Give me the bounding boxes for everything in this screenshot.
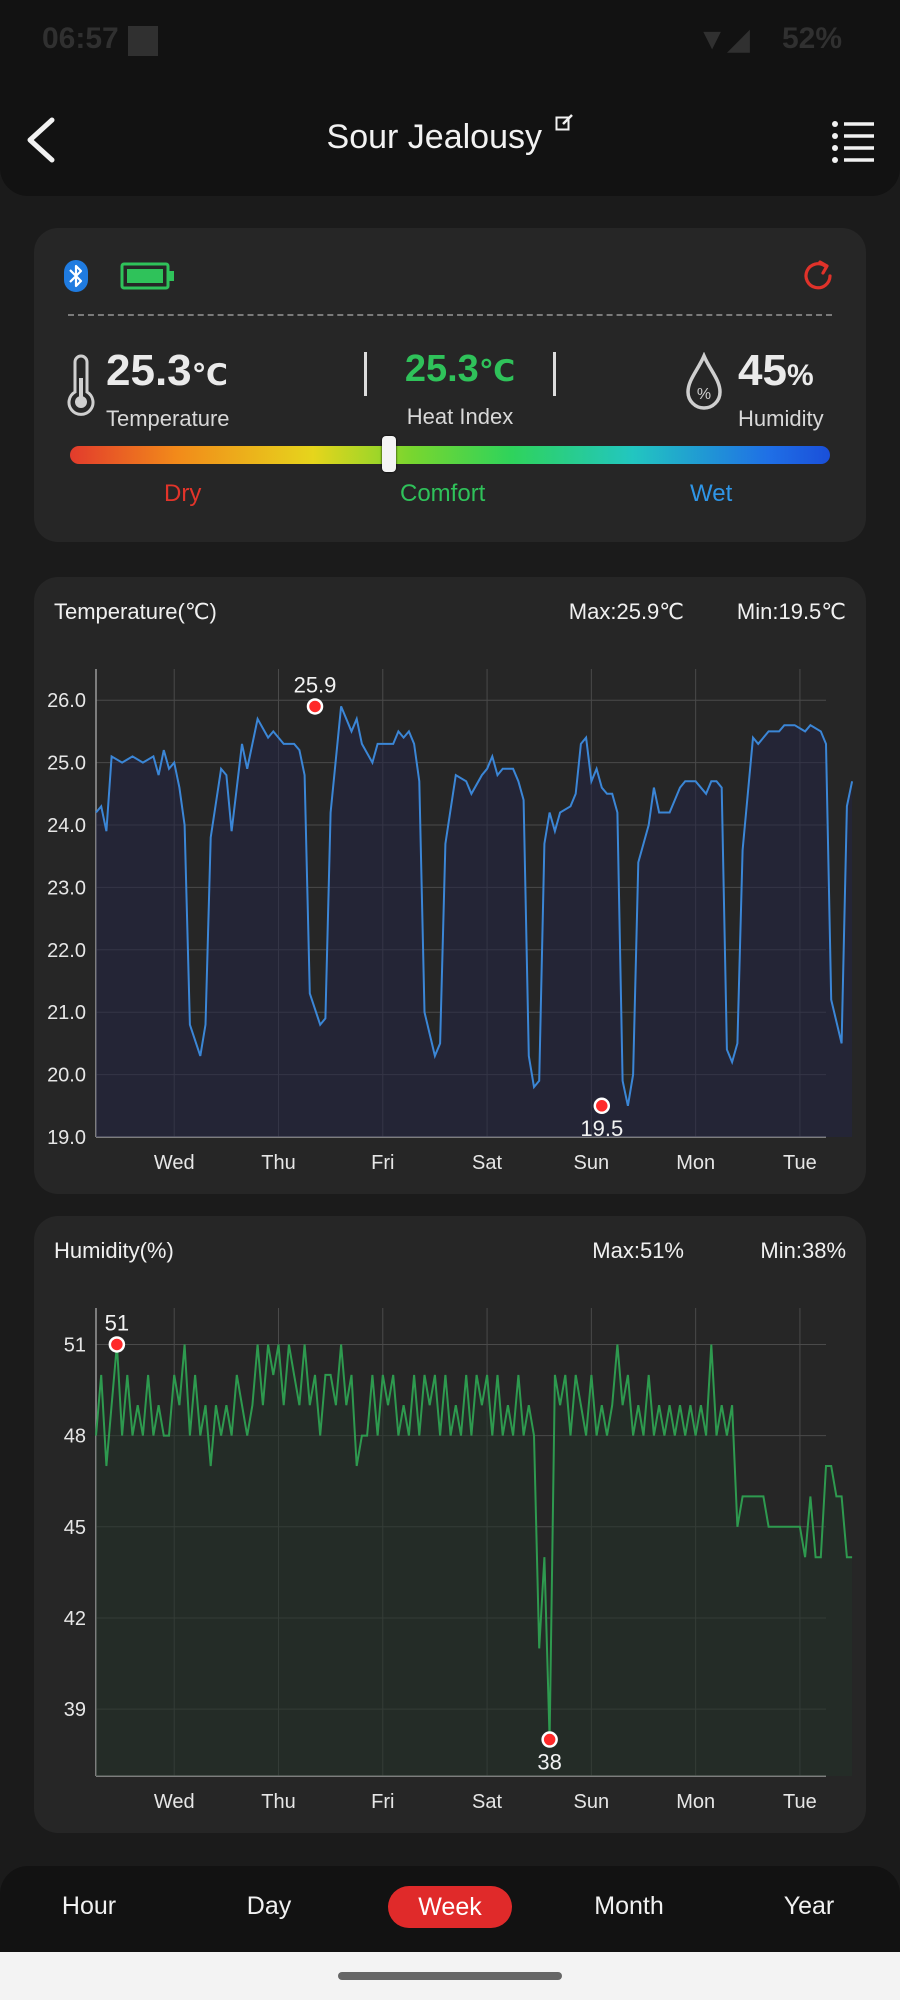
page-title: Sour Jealousy	[326, 118, 542, 156]
min-marker	[541, 1731, 558, 1748]
min-marker-label: 19.5	[580, 1116, 623, 1141]
series-area	[96, 706, 853, 1137]
thermometer-icon	[67, 354, 95, 416]
heat-index-label: Heat Index	[406, 404, 514, 429]
tab-year[interactable]: Year	[783, 1892, 835, 1920]
y-tick-label: 20.0	[47, 1065, 86, 1087]
x-tick-label: Sun	[574, 1791, 610, 1813]
x-tick-label: Wed	[154, 1791, 195, 1813]
home-gesture-pill[interactable]	[338, 1972, 562, 1980]
x-tick-label: Fri	[371, 1791, 394, 1813]
divider	[68, 314, 832, 316]
temperature-min-label: Min:19.5℃	[736, 599, 846, 624]
comfort-indicator	[382, 436, 397, 472]
humidity-drop-icon: %	[686, 352, 722, 410]
x-tick-label: Mon	[676, 1152, 715, 1174]
page-title-wrap[interactable]: Sour Jealousy	[0, 114, 900, 157]
period-tab-bar: Hour Day Week Month Year	[0, 1866, 900, 1952]
y-tick-label: 26.0	[47, 690, 86, 712]
min-marker	[593, 1097, 611, 1115]
y-tick-label: 45	[64, 1517, 86, 1539]
min-marker-label: 38	[537, 1750, 561, 1775]
signal-wifi-icon: ▼◢	[697, 23, 750, 56]
svg-text:%: %	[697, 386, 711, 403]
series-area	[96, 1344, 853, 1776]
y-tick-label: 51	[64, 1334, 86, 1356]
max-marker	[108, 1336, 126, 1353]
humidity-min-label: Min:38%	[760, 1238, 846, 1263]
humidity-chart[interactable]: 51 48 45 42 39 Wed Thu Fri Sat Sun Mon Tue 51 38	[34, 1216, 866, 1833]
x-tick-label: Sat	[472, 1791, 502, 1813]
humidity-chart-title: Humidity(%)	[54, 1238, 174, 1263]
status-time: 06:57	[42, 22, 119, 55]
tab-month[interactable]: Month	[594, 1892, 664, 1920]
status-battery: 52%	[781, 22, 842, 55]
heat-index-block: 25.3℃ Heat Index	[354, 348, 566, 429]
y-tick-label: 48	[64, 1426, 86, 1448]
menu-list-icon[interactable]	[830, 116, 878, 164]
status-bar: 06:57 ▼◢ 52%	[0, 0, 900, 80]
scale-label-dry: Dry	[164, 480, 202, 507]
notification-icon	[128, 26, 158, 56]
app-header: Sour Jealousy	[0, 80, 900, 196]
max-marker-label: 51	[105, 1310, 129, 1335]
series-line	[95, 706, 854, 1107]
scale-label-comfort: Comfort	[400, 480, 486, 507]
x-tick-label: Thu	[261, 1152, 295, 1174]
tab-day[interactable]: Day	[246, 1892, 292, 1920]
tab-hour[interactable]: Hour	[61, 1892, 117, 1920]
bluetooth-icon	[64, 260, 88, 292]
humidity-value: 45%	[738, 346, 814, 395]
y-tick-label: 23.0	[47, 877, 86, 899]
y-tick-label: 19.0	[47, 1127, 86, 1149]
y-tick-label: 21.0	[47, 1002, 86, 1024]
series-line	[95, 1344, 853, 1740]
x-tick-label: Fri	[371, 1152, 394, 1174]
comfort-gradient-bar	[70, 446, 830, 464]
edit-icon[interactable]	[555, 114, 574, 132]
refresh-icon[interactable]	[800, 258, 836, 294]
humidity-chart-card: Humidity(%) Max:51% Min:38% 51 48 45 42 39 We…	[34, 1216, 866, 1833]
max-marker-label: 25.9	[294, 672, 337, 697]
back-arrow-icon[interactable]	[16, 110, 72, 170]
current-readings-card: 25.3℃ Temperature 25.3℃ Heat Index % 45%…	[34, 228, 866, 542]
temperature-chart-title: Temperature(℃)	[54, 599, 217, 624]
temperature-chart-card: Temperature(℃) Max:25.9℃ Min:19.5℃ 26.0 2…	[34, 577, 866, 1194]
scale-label-wet: Wet	[690, 480, 733, 507]
system-nav-bar	[0, 1952, 900, 2000]
x-tick-label: Mon	[676, 1791, 715, 1813]
tab-week[interactable]: Week	[388, 1886, 512, 1928]
humidity-max-label: Max:51%	[592, 1238, 684, 1263]
y-tick-label: 42	[64, 1608, 86, 1630]
x-tick-label: Sun	[574, 1152, 610, 1174]
temperature-value: 25.3℃	[106, 346, 228, 395]
temperature-label: Temperature	[106, 406, 230, 431]
x-tick-label: Sat	[472, 1152, 502, 1174]
x-tick-label: Tue	[783, 1791, 817, 1813]
y-tick-label: 25.0	[47, 753, 86, 775]
x-tick-label: Wed	[154, 1152, 195, 1174]
temperature-chart[interactable]: 26.0 25.0 24.0 23.0 22.0 21.0 20.0 19.0 Wed Thu Fr…	[34, 577, 866, 1194]
y-tick-label: 24.0	[47, 815, 86, 837]
temperature-max-label: Max:25.9℃	[568, 599, 684, 624]
humidity-label: Humidity	[738, 406, 824, 431]
x-tick-label: Tue	[783, 1152, 817, 1174]
y-tick-label: 39	[64, 1699, 86, 1721]
y-tick-label: 22.0	[47, 940, 86, 962]
x-tick-label: Thu	[261, 1791, 295, 1813]
battery-icon	[120, 262, 174, 290]
max-marker	[306, 698, 324, 715]
heat-index-value: 25.3℃	[404, 348, 516, 390]
